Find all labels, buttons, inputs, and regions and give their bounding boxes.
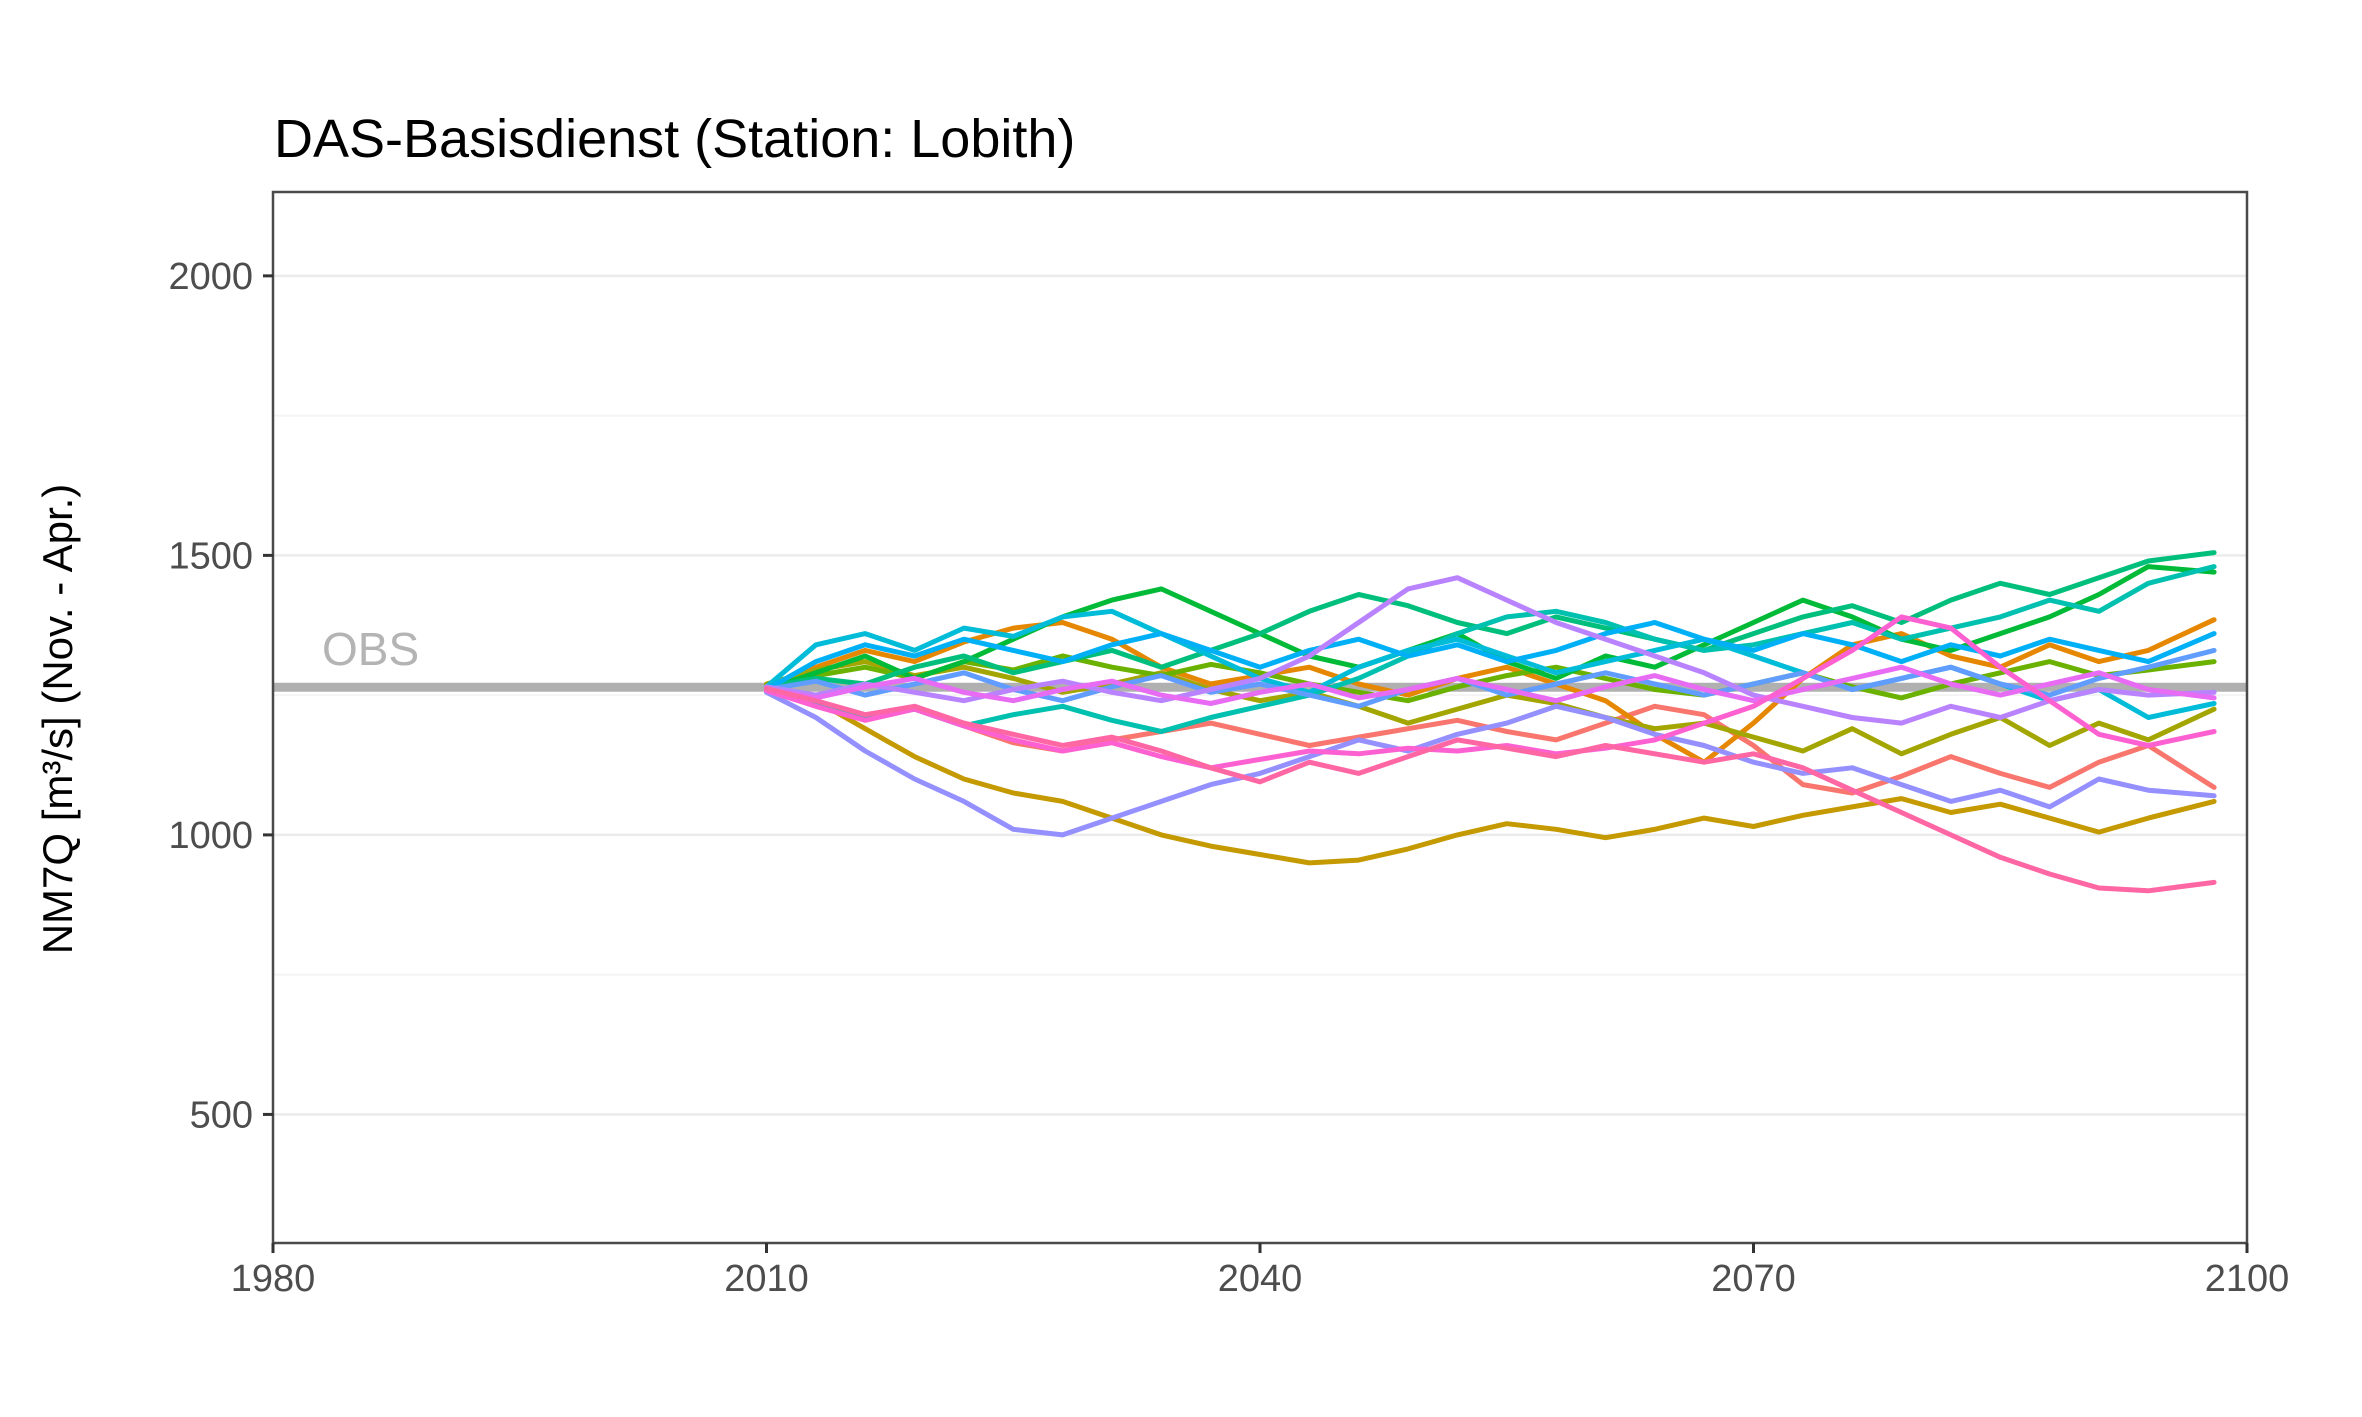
plot-title: DAS-Basisdienst (Station: Lobith) bbox=[274, 109, 1076, 169]
series-line-ensemble-13 bbox=[764, 575, 2217, 726]
series-line-ensemble-03 bbox=[764, 687, 2217, 866]
series-line-ensemble-10 bbox=[764, 620, 2217, 692]
x-tick-label: 2100 bbox=[2205, 1258, 2290, 1300]
series-line-ensemble-08 bbox=[764, 564, 2217, 734]
x-tick-label: 1980 bbox=[231, 1258, 316, 1300]
obs-label: OBS bbox=[322, 623, 420, 675]
y-tick-label: 2000 bbox=[168, 256, 253, 298]
series-line-ensemble-07 bbox=[764, 550, 2217, 690]
series-line-ensemble-14 bbox=[764, 664, 2217, 706]
series-line-ensemble-15 bbox=[764, 614, 2217, 771]
panel-background bbox=[273, 192, 2247, 1243]
series-line-ensemble-12 bbox=[764, 689, 2217, 838]
series-line-ensemble-16 bbox=[764, 685, 2217, 894]
series-line-ensemble-04 bbox=[764, 659, 2217, 757]
x-tick-label: 2040 bbox=[1218, 1258, 1303, 1300]
y-tick-label: 1500 bbox=[168, 535, 253, 577]
series-line-ensemble-11 bbox=[764, 647, 2217, 709]
series-line-ensemble-02 bbox=[764, 617, 2217, 765]
y-tick-label: 1000 bbox=[168, 815, 253, 857]
x-tick-label: 2010 bbox=[724, 1258, 809, 1300]
y-tick-label: 500 bbox=[190, 1094, 253, 1136]
x-tick-label: 2070 bbox=[1711, 1258, 1796, 1300]
